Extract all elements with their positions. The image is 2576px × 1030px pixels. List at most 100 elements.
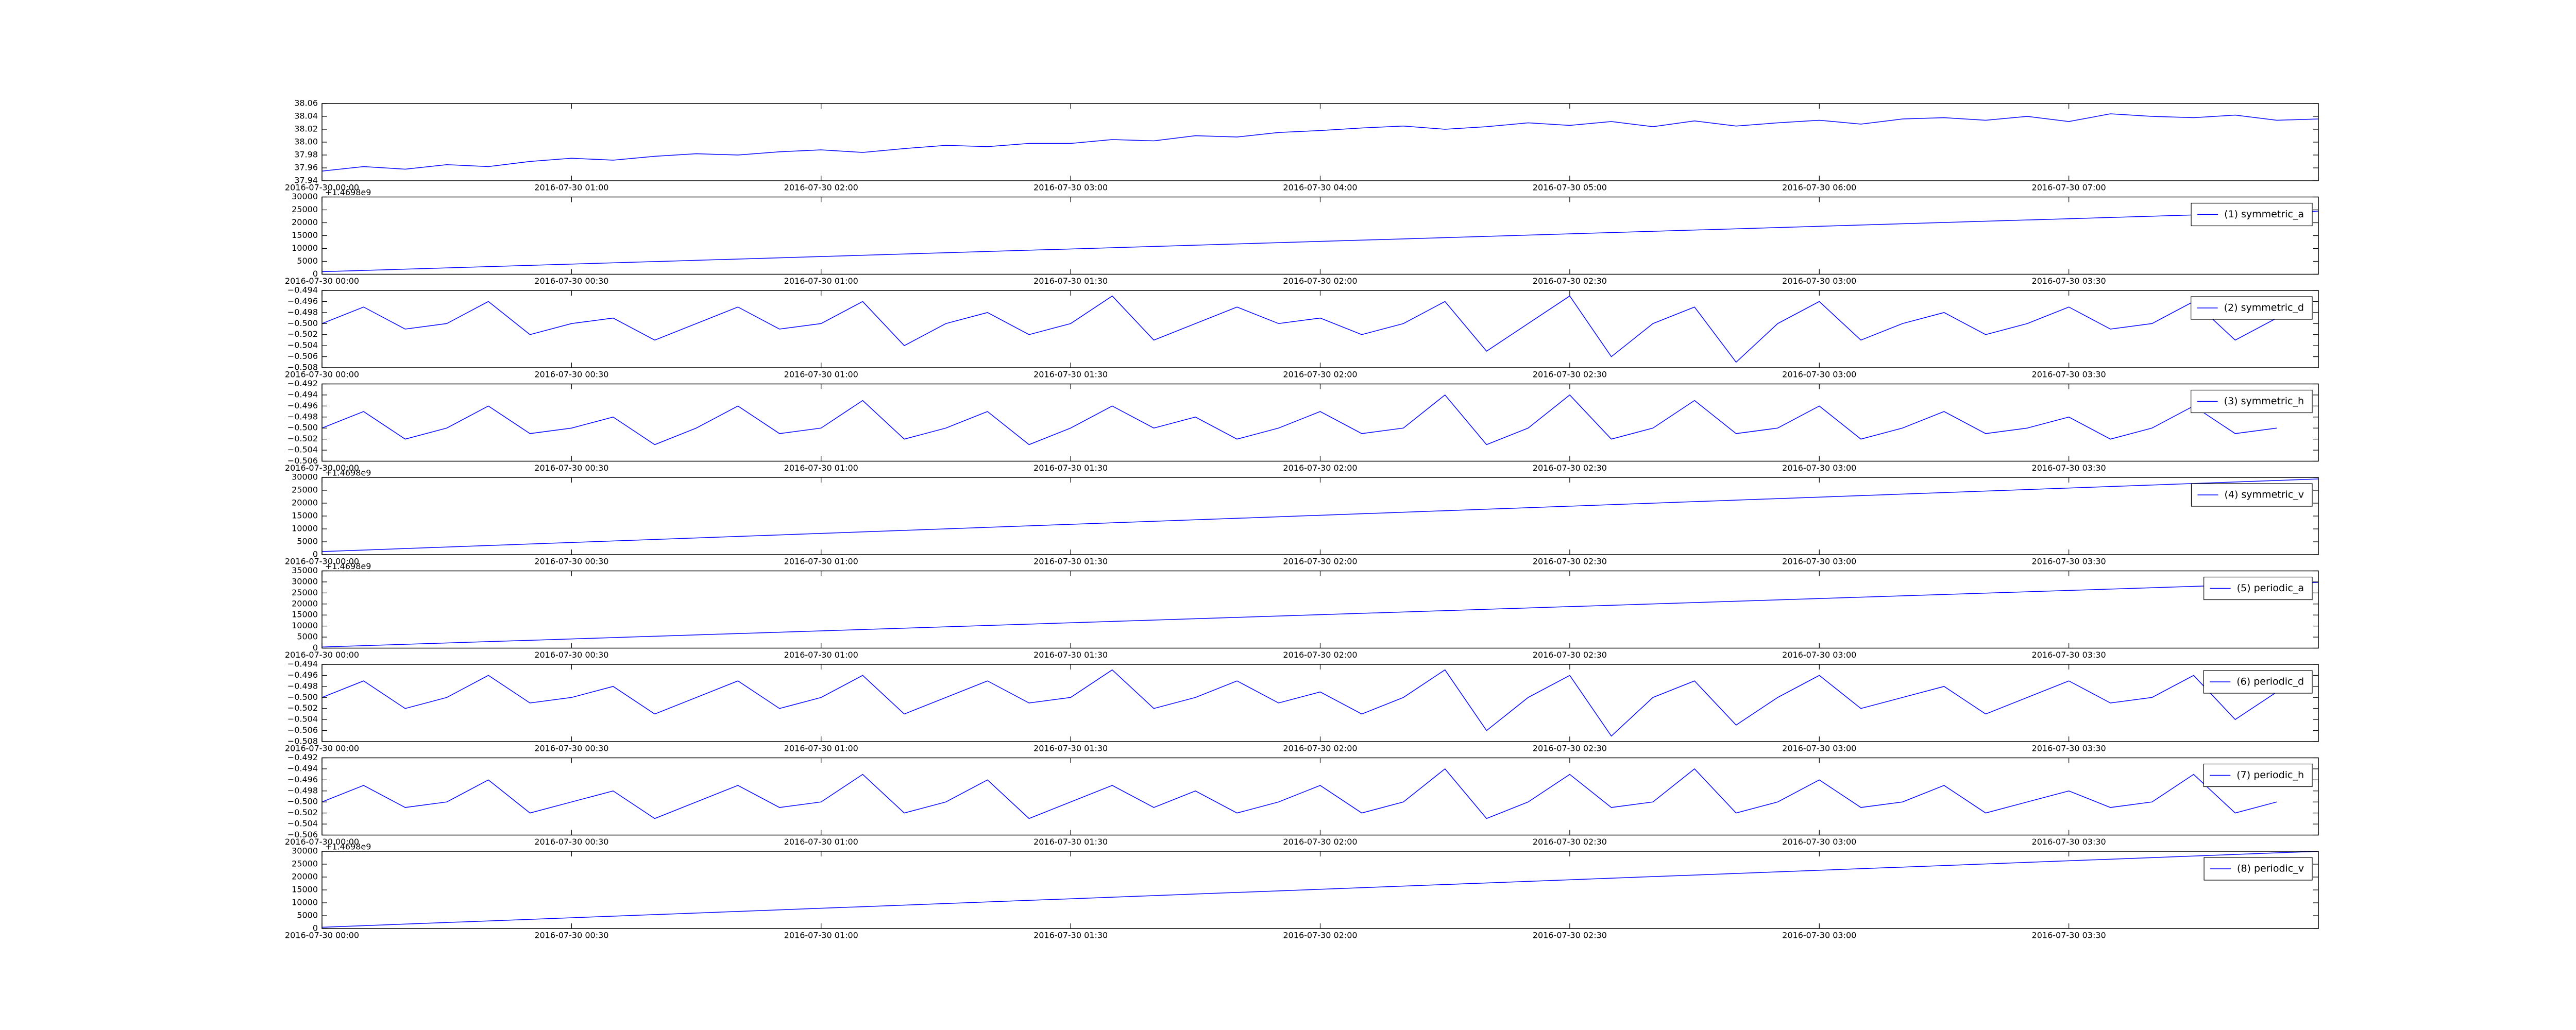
data-line: [321, 669, 2277, 737]
x-tick-label: 2016-07-30 07:00: [2032, 183, 2106, 193]
y-tick-label: −0.500: [287, 318, 318, 328]
y-tick-label: 37.94: [294, 176, 318, 185]
x-tick-label: 2016-07-30 02:30: [1533, 931, 1607, 940]
y-tick-label: −0.494: [287, 763, 318, 773]
x-tick-label: 2016-07-30 03:00: [1782, 276, 1856, 286]
plot-area: [322, 571, 2318, 648]
y-tick-label: −0.502: [287, 703, 318, 713]
y-tick-label: 30000: [292, 192, 318, 201]
x-tick-label: 2016-07-30 02:30: [1533, 276, 1607, 286]
y-tick-label: −0.500: [287, 423, 318, 433]
y-tick-label: 10000: [292, 524, 318, 534]
x-tick-label: 2016-07-30 03:30: [2032, 370, 2106, 380]
x-tick-label: 2016-07-30 03:30: [2032, 463, 2106, 473]
y-tick-label: −0.506: [287, 725, 318, 735]
y-tick-label: −0.502: [287, 434, 318, 443]
data-line: [321, 768, 2277, 819]
y-tick-label: 30000: [292, 472, 318, 482]
legend-label: (6) periodic_d: [2236, 676, 2304, 688]
x-tick-label: 2016-07-30 02:30: [1533, 744, 1607, 753]
x-tick-label: 2016-07-30 02:00: [1283, 276, 1357, 286]
x-tick-label: 2016-07-30 03:30: [2032, 931, 2106, 940]
y-tick-label: −0.494: [287, 389, 318, 399]
legend-label: (8) periodic_v: [2237, 863, 2304, 874]
y-tick-label: 15000: [292, 885, 318, 895]
y-tick-label: −0.492: [287, 752, 318, 762]
y-tick-label: 30000: [292, 576, 318, 586]
y-tick-label: 0: [313, 643, 318, 653]
y-tick-label: 5000: [297, 632, 318, 642]
x-tick-label: 2016-07-30 00:00: [285, 370, 359, 380]
y-tick-label: −0.500: [287, 692, 318, 702]
x-tick-label: 2016-07-30 00:30: [534, 557, 608, 566]
x-tick-label: 2016-07-30 01:00: [784, 370, 858, 380]
x-tick-label: 2016-07-30 00:00: [285, 650, 359, 660]
x-tick-label: 2016-07-30 03:00: [1033, 183, 1108, 193]
legend-label: (7) periodic_h: [2236, 769, 2304, 781]
y-tick-label: 20000: [292, 598, 318, 608]
x-tick-label: 2016-07-30 01:00: [784, 463, 858, 473]
x-tick-label: 2016-07-30 01:30: [1033, 463, 1108, 473]
x-tick-label: 2016-07-30 03:30: [2032, 557, 2106, 566]
x-tick-label: 2016-07-30 02:00: [1283, 557, 1357, 566]
y-tick-label: 15000: [292, 511, 318, 521]
y-tick-label: −0.496: [287, 775, 318, 784]
x-tick-label: 2016-07-30 03:00: [1782, 557, 1856, 566]
y-tick-label: 15000: [292, 610, 318, 620]
data-line: [321, 211, 2319, 272]
x-tick-label: 2016-07-30 03:00: [1782, 837, 1856, 847]
y-tick-label: 0: [313, 550, 318, 559]
y-tick-label: 25000: [292, 588, 318, 597]
y-tick-label: −0.506: [287, 830, 318, 839]
y-tick-label: 20000: [292, 872, 318, 882]
y-tick-label: −0.508: [287, 736, 318, 746]
y-tick-label: −0.498: [287, 681, 318, 691]
x-tick-label: 2016-07-30 02:00: [1283, 463, 1357, 473]
x-tick-label: 2016-07-30 01:30: [1033, 744, 1108, 753]
x-tick-label: 2016-07-30 03:30: [2032, 744, 2106, 753]
offset-text: +1.4698e9: [325, 468, 371, 478]
y-tick-label: −0.498: [287, 411, 318, 421]
x-tick-label: 2016-07-30 02:30: [1533, 370, 1607, 380]
y-tick-label: −0.496: [287, 401, 318, 410]
x-tick-label: 2016-07-30 00:30: [534, 650, 608, 660]
x-tick-label: 2016-07-30 01:00: [784, 650, 858, 660]
offset-text: +1.4698e9: [325, 187, 371, 197]
x-tick-label: 2016-07-30 05:00: [1533, 183, 1607, 193]
y-tick-label: 38.04: [294, 111, 318, 121]
x-tick-label: 2016-07-30 01:30: [1033, 557, 1108, 566]
y-tick-label: 25000: [292, 485, 318, 495]
y-tick-label: −0.498: [287, 785, 318, 795]
x-tick-label: 2016-07-30 01:00: [784, 837, 858, 847]
y-tick-label: −0.494: [287, 659, 318, 669]
x-tick-label: 2016-07-30 02:30: [1533, 837, 1607, 847]
y-tick-label: −0.502: [287, 808, 318, 817]
y-tick-label: 25000: [292, 204, 318, 214]
x-tick-label: 2016-07-30 02:00: [1283, 744, 1357, 753]
x-tick-label: 2016-07-30 03:30: [2032, 650, 2106, 660]
data-line: [321, 394, 2277, 445]
x-tick-label: 2016-07-30 00:00: [285, 183, 359, 193]
offset-text: +1.4698e9: [325, 561, 371, 571]
legend-label: (4) symmetric_v: [2224, 489, 2304, 501]
plot-area: [322, 290, 2318, 368]
y-tick-label: 10000: [292, 621, 318, 630]
y-tick-label: 30000: [292, 846, 318, 856]
y-tick-label: −0.492: [287, 379, 318, 388]
x-tick-label: 2016-07-30 02:00: [1283, 370, 1357, 380]
x-tick-label: 2016-07-30 00:00: [285, 931, 359, 940]
y-tick-label: 38.00: [294, 137, 318, 147]
x-tick-label: 2016-07-30 00:30: [534, 744, 608, 753]
x-tick-label: 2016-07-30 01:00: [784, 931, 858, 940]
x-tick-label: 2016-07-30 01:30: [1033, 650, 1108, 660]
x-tick-label: 2016-07-30 02:30: [1533, 650, 1607, 660]
y-tick-label: −0.504: [287, 714, 318, 724]
x-tick-label: 2016-07-30 00:30: [534, 837, 608, 847]
legend-label: (1) symmetric_a: [2224, 209, 2304, 220]
x-tick-label: 2016-07-30 06:00: [1782, 183, 1856, 193]
x-tick-label: 2016-07-30 01:00: [784, 276, 858, 286]
y-tick-label: −0.496: [287, 296, 318, 306]
x-tick-label: 2016-07-30 01:00: [534, 183, 608, 193]
y-tick-label: −0.506: [287, 456, 318, 466]
y-tick-label: 10000: [292, 243, 318, 253]
